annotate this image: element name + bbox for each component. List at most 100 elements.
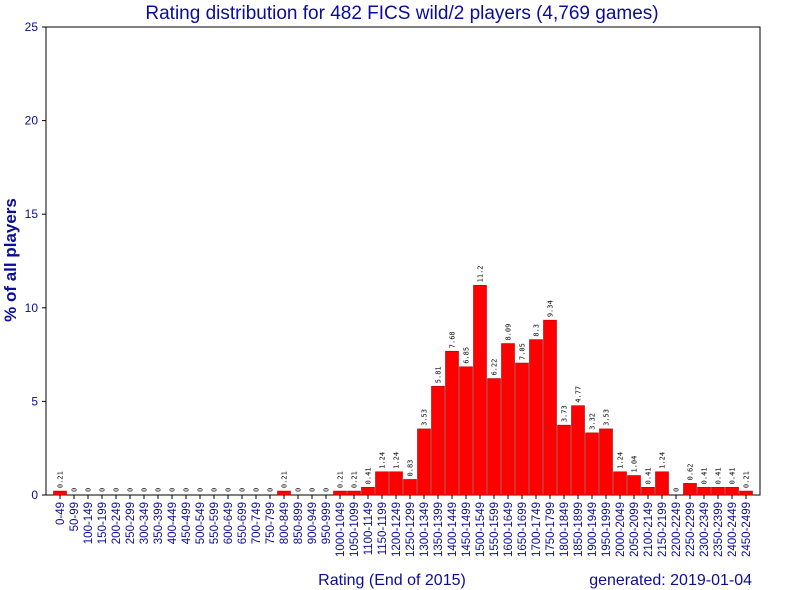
bar-value-label: 0.21: [57, 471, 65, 488]
x-tick-label: 200-249: [111, 502, 123, 544]
x-tick-label: 500-549: [195, 502, 207, 544]
x-tick-label: 300-349: [139, 502, 151, 544]
bar-value-label: 4.77: [575, 386, 583, 403]
bar-value-label: 6.85: [463, 347, 471, 364]
bar-value-label: 8.09: [505, 324, 513, 341]
bar: [641, 487, 655, 496]
bar-value-label: 0.21: [351, 471, 359, 488]
x-tick-label: 1500-1549: [475, 502, 487, 557]
x-tick-label: 1750-1799: [545, 502, 557, 557]
bar: [459, 366, 473, 496]
bar-value-label: 0: [99, 488, 107, 492]
bar: [725, 487, 739, 496]
bar-value-label: 6.22: [491, 359, 499, 376]
x-tick-label: 250-299: [125, 502, 137, 544]
bar: [333, 490, 347, 496]
bar-value-label: 7.68: [449, 331, 457, 348]
x-tick-label: 750-799: [265, 502, 277, 544]
y-tick-label: 0: [31, 488, 38, 502]
x-tick-label: 1300-1349: [419, 502, 431, 557]
bar-value-label: 0: [85, 488, 93, 492]
x-tick-label: 1350-1399: [433, 502, 445, 557]
x-tick-label: 2200-2249: [671, 502, 683, 557]
x-tick-label: 1000-1049: [335, 502, 347, 557]
bar-value-label: 0: [169, 488, 177, 492]
y-tick-label: 25: [25, 20, 39, 34]
bar-value-label: 1.24: [393, 452, 401, 469]
bar: [487, 378, 501, 496]
x-tick-label: 400-449: [167, 502, 179, 544]
x-tick-label: 700-749: [251, 502, 263, 544]
x-tick-label: 1400-1449: [447, 502, 459, 557]
bar-value-label: 3.53: [603, 409, 611, 426]
bar-value-label: 0: [239, 488, 247, 492]
bar: [347, 490, 361, 496]
bar: [375, 471, 389, 496]
x-tick-label: 650-699: [237, 502, 249, 544]
bar-value-label: 0: [225, 488, 233, 492]
x-tick-label: 1050-1099: [349, 502, 361, 557]
bar: [557, 424, 571, 496]
x-tick-label: 1250-1299: [405, 502, 417, 557]
bar-value-label: 0: [211, 488, 219, 492]
x-axis-label: Rating (End of 2015): [318, 572, 466, 589]
bar: [529, 339, 543, 496]
bar-value-label: 3.73: [561, 405, 569, 422]
bar-value-label: 0.41: [701, 467, 709, 484]
x-tick-label: 900-949: [307, 502, 319, 544]
x-tick-label: 1900-1949: [587, 502, 599, 557]
plot-frame: [45, 26, 761, 496]
bar-value-label: 0: [113, 488, 121, 492]
bar-value-label: 0.83: [407, 460, 415, 477]
x-tick-label: 450-499: [181, 502, 193, 544]
bar-value-label: 0: [309, 488, 317, 492]
x-tick-label: 850-899: [293, 502, 305, 544]
bar: [445, 350, 459, 496]
bar-value-label: 0: [197, 488, 205, 492]
y-tick-label: 5: [31, 394, 38, 408]
bar-value-label: 0.21: [337, 471, 345, 488]
x-tick-label: 1550-1599: [489, 502, 501, 557]
x-tick-label: 550-599: [209, 502, 221, 544]
x-tick-label: 2450-2499: [741, 502, 753, 557]
y-tick-label: 10: [25, 301, 39, 315]
bar: [697, 487, 711, 496]
x-tick-label: 1650-1699: [517, 502, 529, 557]
x-tick-label: 1450-1499: [461, 502, 473, 557]
bar: [417, 428, 431, 496]
bars: [53, 285, 753, 496]
x-tick-label: 1700-1749: [531, 502, 543, 557]
bar-value-label: 3.32: [589, 413, 597, 430]
bar: [627, 475, 641, 496]
bar-value-label: 8.3: [533, 324, 541, 337]
x-tick-label: 100-149: [83, 502, 95, 544]
bar-value-label: 0.41: [645, 467, 653, 484]
bar-value-label: 9.34: [547, 300, 555, 317]
bar: [571, 405, 585, 496]
y-tick-label: 15: [25, 207, 39, 221]
bar: [403, 479, 417, 496]
bar-value-label: 7.05: [519, 343, 527, 360]
bar: [683, 483, 697, 496]
bar: [585, 432, 599, 496]
bar-value-label: 1.24: [659, 452, 667, 469]
bar: [277, 490, 291, 496]
bar-value-label: 0.41: [365, 467, 373, 484]
bar: [431, 385, 445, 496]
bar-value-label: 0.21: [281, 471, 289, 488]
bar-value-label: 0.21: [743, 471, 751, 488]
bar-value-label: 0.41: [729, 467, 737, 484]
x-tick-label: 2350-2399: [713, 502, 725, 557]
bar-value-label: 0: [127, 488, 135, 492]
bar: [501, 343, 515, 496]
bar-value-label: 0: [183, 488, 191, 492]
bar-value-label: 1.24: [617, 452, 625, 469]
x-tick-label: 2150-2199: [657, 502, 669, 557]
bar: [361, 487, 375, 496]
bar: [515, 362, 529, 496]
chart-title: Rating distribution for 482 FICS wild/2 …: [145, 3, 658, 24]
bar-value-label: 1.24: [379, 452, 387, 469]
x-tick-label: 1150-1199: [377, 502, 389, 555]
x-tick-label: 2100-2149: [643, 502, 655, 557]
y-axis: 0 5 10 15 20 25: [25, 20, 46, 502]
